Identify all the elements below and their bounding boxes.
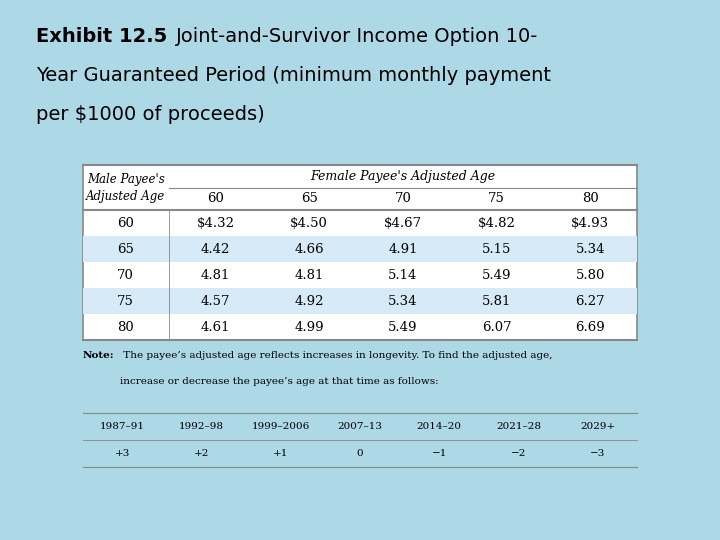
- Text: 5.80: 5.80: [576, 269, 605, 282]
- Text: +2: +2: [194, 449, 210, 458]
- Text: +3: +3: [114, 449, 130, 458]
- Text: 0: 0: [356, 449, 364, 458]
- Text: 1987–91: 1987–91: [100, 422, 145, 431]
- Text: Joint-and-Survivor Income Option 10-: Joint-and-Survivor Income Option 10-: [176, 27, 539, 46]
- Text: 4.42: 4.42: [201, 243, 230, 256]
- Text: 65: 65: [117, 243, 134, 256]
- Text: −1: −1: [431, 449, 447, 458]
- Text: 2029+: 2029+: [580, 422, 615, 431]
- Text: 5.34: 5.34: [388, 295, 418, 308]
- Text: 70: 70: [395, 192, 411, 205]
- Text: 60: 60: [207, 192, 224, 205]
- Text: 80: 80: [117, 321, 134, 334]
- Text: 70: 70: [117, 269, 134, 282]
- Text: 5.14: 5.14: [388, 269, 418, 282]
- Text: 4.61: 4.61: [201, 321, 230, 334]
- Text: Exhibit 12.5: Exhibit 12.5: [36, 27, 167, 46]
- Text: $4.67: $4.67: [384, 217, 422, 230]
- Text: −2: −2: [510, 449, 526, 458]
- Text: 5.34: 5.34: [575, 243, 605, 256]
- Text: $4.50: $4.50: [290, 217, 328, 230]
- Text: 6.69: 6.69: [575, 321, 606, 334]
- Text: 2014–20: 2014–20: [417, 422, 462, 431]
- Text: 4.81: 4.81: [201, 269, 230, 282]
- Bar: [83, 288, 637, 314]
- Text: 5.81: 5.81: [482, 295, 511, 308]
- Text: The payee’s adjusted age reflects increases in longevity. To find the adjusted a: The payee’s adjusted age reflects increa…: [120, 351, 553, 360]
- Text: 5.15: 5.15: [482, 243, 511, 256]
- Text: 75: 75: [117, 295, 134, 308]
- Text: 4.81: 4.81: [294, 269, 324, 282]
- Text: 4.92: 4.92: [294, 295, 324, 308]
- Text: −3: −3: [590, 449, 606, 458]
- Bar: [83, 237, 637, 262]
- Text: increase or decrease the payee’s age at that time as follows:: increase or decrease the payee’s age at …: [120, 377, 439, 386]
- Text: Note:: Note:: [83, 351, 114, 360]
- Text: 5.49: 5.49: [388, 321, 418, 334]
- Text: 1992–98: 1992–98: [179, 422, 224, 431]
- Text: $4.82: $4.82: [478, 217, 516, 230]
- Text: 6.07: 6.07: [482, 321, 511, 334]
- Text: per $1000 of proceeds): per $1000 of proceeds): [36, 105, 265, 124]
- Text: 60: 60: [117, 217, 134, 230]
- Text: 4.99: 4.99: [294, 321, 324, 334]
- Text: Year Guaranteed Period (minimum monthly payment: Year Guaranteed Period (minimum monthly …: [36, 66, 551, 85]
- Text: 4.57: 4.57: [201, 295, 230, 308]
- Text: 4.91: 4.91: [388, 243, 418, 256]
- Text: 5.49: 5.49: [482, 269, 511, 282]
- Text: 4.66: 4.66: [294, 243, 324, 256]
- Text: 75: 75: [488, 192, 505, 205]
- Text: 65: 65: [301, 192, 318, 205]
- Bar: [83, 165, 637, 340]
- Text: 2021–28: 2021–28: [496, 422, 541, 431]
- Text: Female Payee's Adjusted Age: Female Payee's Adjusted Age: [310, 170, 495, 183]
- Text: 6.27: 6.27: [575, 295, 606, 308]
- Text: $4.93: $4.93: [571, 217, 609, 230]
- Text: Male Payee's
Adjusted Age: Male Payee's Adjusted Age: [86, 172, 166, 202]
- Text: 2007–13: 2007–13: [338, 422, 382, 431]
- Text: 1999–2006: 1999–2006: [252, 422, 310, 431]
- Text: +1: +1: [273, 449, 289, 458]
- Text: 80: 80: [582, 192, 599, 205]
- Text: $4.32: $4.32: [197, 217, 235, 230]
